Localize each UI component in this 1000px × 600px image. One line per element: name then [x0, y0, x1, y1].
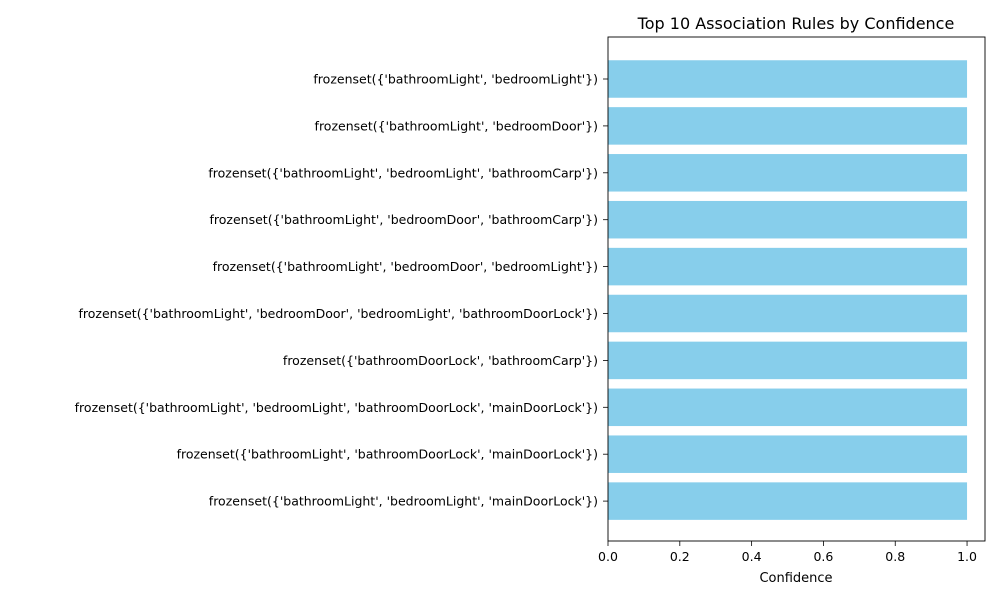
- bar: [608, 294, 968, 333]
- bars-group: [608, 60, 968, 520]
- y-tick-label: frozenset({'bathroomLight', 'bedroomLigh…: [313, 72, 598, 87]
- plot-frame: [607, 36, 986, 542]
- bar: [608, 60, 968, 98]
- y-tick-label: frozenset({'bathroomLight', 'bedroomLigh…: [209, 494, 598, 509]
- x-ticks: 0.0 0.2 0.4 0.6 0.8 1.0: [598, 541, 977, 564]
- bar: [608, 107, 968, 145]
- y-tick-label: frozenset({'bathroomLight', 'bedroomDoor…: [79, 306, 599, 321]
- chart-title: Top 10 Association Rules by Confidence: [637, 14, 955, 33]
- y-tick-label: frozenset({'bathroomLight', 'bedroomLigh…: [208, 165, 598, 180]
- y-tick-label: frozenset({'bathroomDoorLock', 'bathroom…: [283, 353, 598, 368]
- y-tick-label: frozenset({'bathroomLight', 'bathroomDoo…: [177, 447, 598, 462]
- bar: [608, 435, 968, 473]
- x-tick-label: 0.6: [813, 549, 833, 564]
- axes-frame: [607, 36, 986, 542]
- y-tick-label: frozenset({'bathroomLight', 'bedroomLigh…: [75, 400, 598, 415]
- y-tick-label: frozenset({'bathroomLight', 'bedroomDoor…: [210, 212, 598, 227]
- x-tick-label: 0.8: [885, 549, 905, 564]
- bar: [608, 200, 968, 239]
- x-tick-label: 0.2: [670, 549, 690, 564]
- x-tick-label: 0.4: [742, 549, 762, 564]
- bar: [608, 154, 968, 192]
- bar: [608, 388, 968, 427]
- bar: [608, 482, 968, 520]
- x-tick-label: 1.0: [957, 549, 977, 564]
- y-tick-labels: frozenset({'bathroomLight', 'bedroomLigh…: [75, 72, 608, 509]
- x-tick-label: 0.0: [598, 549, 618, 564]
- x-axis-label: Confidence: [759, 571, 832, 586]
- y-tick-label: frozenset({'bathroomLight', 'bedroomDoor…: [213, 259, 598, 274]
- bar: [608, 341, 968, 380]
- bar: [608, 247, 968, 286]
- y-tick-label: frozenset({'bathroomLight', 'bedroomDoor…: [315, 118, 598, 133]
